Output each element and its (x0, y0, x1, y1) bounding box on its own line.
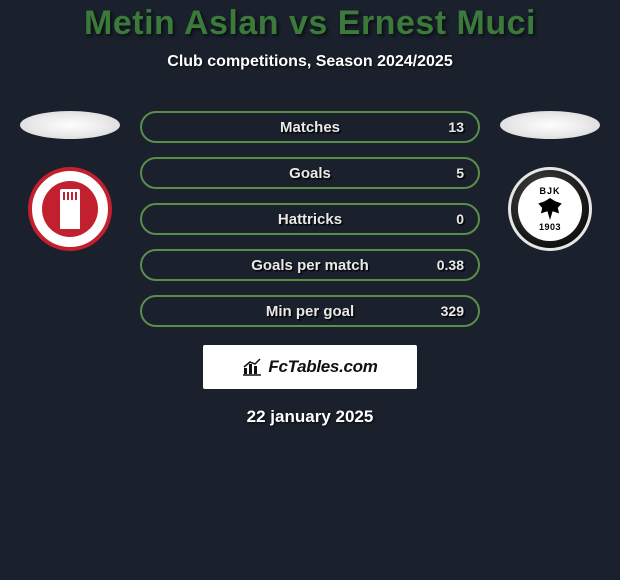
stat-value: 329 (441, 303, 464, 319)
club-badge-right: BJK 1903 (508, 167, 592, 251)
subtitle: Club competitions, Season 2024/2025 (0, 53, 620, 71)
stat-label: Goals per match (142, 257, 478, 274)
stat-label: Min per goal (142, 303, 478, 320)
left-column (20, 111, 120, 251)
player-avatar-right (500, 111, 600, 139)
stat-label: Goals (142, 165, 478, 182)
lighthouse-icon (60, 189, 80, 229)
player-avatar-left (20, 111, 120, 139)
besiktas-inner: BJK 1903 (518, 177, 582, 241)
stats-column: Matches 13 Goals 5 Hattricks 0 Goals per… (140, 111, 480, 327)
stat-row-goals: Goals 5 (140, 157, 480, 189)
brand-box[interactable]: FcTables.com (203, 345, 417, 389)
date: 22 january 2025 (0, 407, 620, 427)
comparison-card: Metin Aslan vs Ernest Muci Club competit… (0, 0, 620, 427)
stat-row-min-per-goal: Min per goal 329 (140, 295, 480, 327)
bjk-abbrev: BJK (539, 186, 560, 196)
club-badge-left (28, 167, 112, 251)
bjk-year: 1903 (539, 222, 561, 232)
stat-value: 5 (456, 165, 464, 181)
stat-row-hattricks: Hattricks 0 (140, 203, 480, 235)
main-row: Matches 13 Goals 5 Hattricks 0 Goals per… (0, 111, 620, 327)
stat-value: 13 (448, 119, 464, 135)
antalyaspor-inner (42, 181, 98, 237)
stat-row-matches: Matches 13 (140, 111, 480, 143)
stat-label: Matches (142, 119, 478, 136)
stat-row-goals-per-match: Goals per match 0.38 (140, 249, 480, 281)
brand-text: FcTables.com (268, 357, 377, 377)
right-column: BJK 1903 (500, 111, 600, 251)
page-title: Metin Aslan vs Ernest Muci (0, 4, 620, 43)
stat-value: 0.38 (437, 257, 464, 273)
stat-label: Hattricks (142, 211, 478, 228)
eagle-icon (537, 198, 563, 220)
stat-value: 0 (456, 211, 464, 227)
bar-chart-icon (242, 358, 262, 376)
